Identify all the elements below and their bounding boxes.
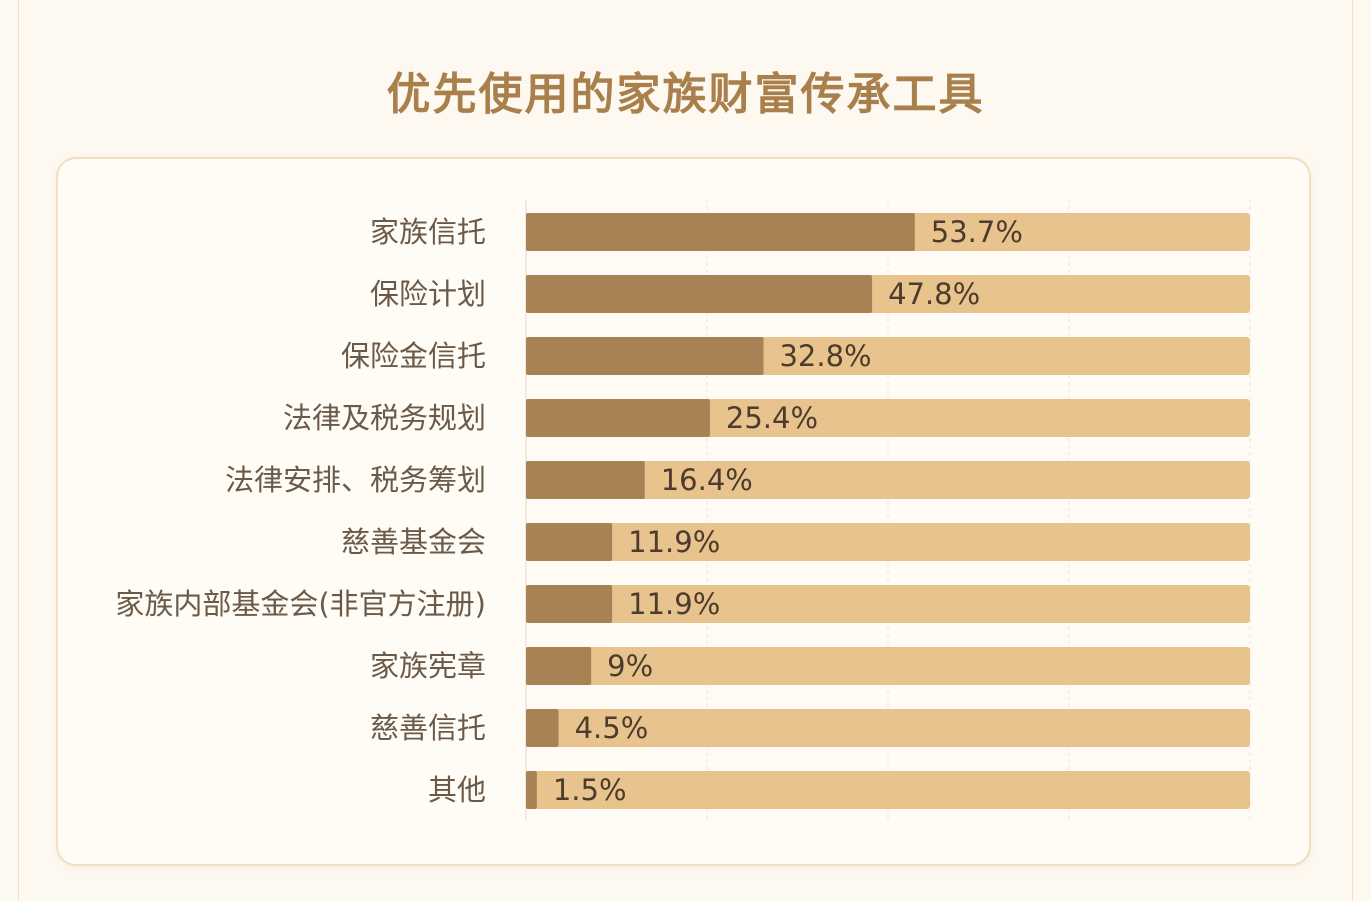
value-label: 11.9% bbox=[628, 587, 720, 621]
bar-row: 保险计划 47.8% bbox=[370, 275, 1250, 313]
category-label: 家族内部基金会(非官方注册) bbox=[115, 587, 486, 621]
bar-row: 法律及税务规划 25.4% bbox=[283, 399, 1250, 437]
bar bbox=[526, 771, 537, 809]
bar-row: 慈善基金会 11.9% bbox=[341, 523, 1250, 561]
bar bbox=[526, 275, 873, 313]
category-label: 慈善信托 bbox=[370, 711, 486, 745]
bar-track bbox=[526, 523, 1250, 561]
category-label: 保险计划 bbox=[370, 277, 486, 311]
bar bbox=[526, 523, 613, 561]
bar bbox=[526, 337, 764, 375]
value-label: 53.7% bbox=[931, 215, 1023, 249]
value-label: 32.8% bbox=[779, 339, 871, 373]
bar bbox=[526, 709, 559, 747]
bar-row: 家族内部基金会(非官方注册) 11.9% bbox=[115, 585, 1250, 623]
bar-track bbox=[526, 771, 1250, 809]
value-label: 25.4% bbox=[726, 401, 818, 435]
bar-track bbox=[526, 709, 1250, 747]
bar-row: 家族信托 53.7% bbox=[370, 213, 1250, 251]
bar bbox=[526, 213, 915, 251]
bar-track bbox=[526, 647, 1250, 685]
bar-track bbox=[526, 461, 1250, 499]
bar bbox=[526, 399, 710, 437]
value-label: 11.9% bbox=[628, 525, 720, 559]
bar-row: 其他 1.5% bbox=[428, 771, 1250, 809]
bar-row: 法律安排、税务筹划 16.4% bbox=[225, 461, 1250, 499]
value-label: 4.5% bbox=[575, 711, 649, 745]
value-label: 9% bbox=[607, 649, 653, 683]
bar-row: 慈善信托 4.5% bbox=[370, 709, 1250, 747]
category-label: 保险金信托 bbox=[341, 339, 486, 373]
value-label: 47.8% bbox=[888, 277, 980, 311]
category-label: 家族宪章 bbox=[370, 649, 486, 683]
bar bbox=[526, 585, 613, 623]
bar-track bbox=[526, 585, 1250, 623]
value-label: 1.5% bbox=[553, 773, 627, 807]
category-label: 法律及税务规划 bbox=[283, 401, 486, 435]
category-label: 慈善基金会 bbox=[341, 525, 486, 559]
bar-row: 家族宪章 9% bbox=[370, 647, 1250, 685]
category-label: 家族信托 bbox=[370, 215, 486, 249]
bar bbox=[526, 461, 645, 499]
value-label: 16.4% bbox=[661, 463, 753, 497]
category-label: 法律安排、税务筹划 bbox=[225, 463, 486, 497]
category-label: 其他 bbox=[428, 773, 486, 807]
bar-row: 保险金信托 32.8% bbox=[341, 337, 1250, 375]
bar bbox=[526, 647, 592, 685]
chart-title: 优先使用的家族财富传承工具 bbox=[386, 69, 985, 120]
